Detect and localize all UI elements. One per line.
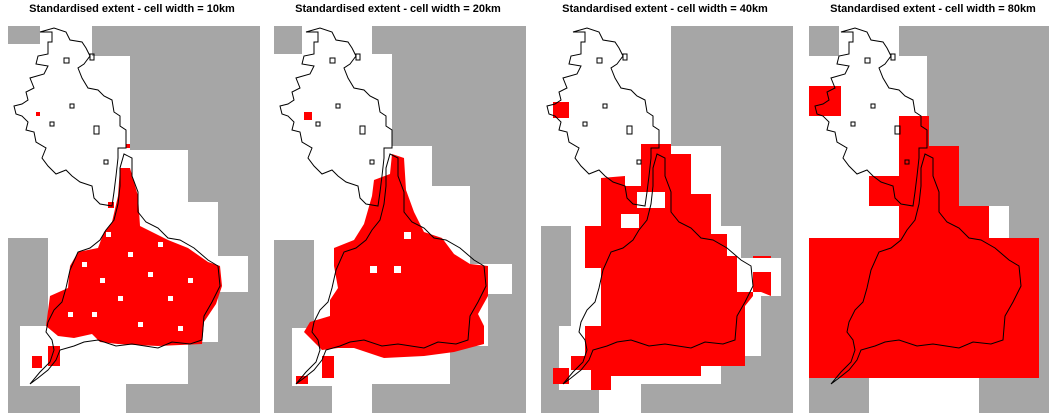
map-80km <box>809 26 1049 413</box>
panel-title: Standardised extent - cell width = 20km <box>295 3 501 15</box>
panel-title: Standardised extent - cell width = 40km <box>562 3 768 15</box>
panel-title: Standardised extent - cell width = 10km <box>29 3 235 15</box>
map-40km <box>541 26 793 413</box>
absence-holes <box>869 206 1009 238</box>
absence-holes <box>68 232 193 331</box>
map-panel-40km: Standardised extent - cell width = 40km <box>533 0 797 417</box>
coastline <box>814 27 1022 385</box>
coastline <box>546 27 754 385</box>
map-20km <box>274 26 526 413</box>
absence-holes <box>370 232 411 273</box>
presence-cells <box>553 102 771 390</box>
panel-title: Standardised extent - cell width = 80km <box>830 3 1036 15</box>
map-panel-80km: Standardised extent - cell width = 80km <box>801 0 1053 417</box>
map-10km <box>8 26 260 413</box>
coastline <box>13 27 221 385</box>
absence-holes <box>585 192 771 290</box>
presence-cells <box>809 86 1039 378</box>
map-panel-10km: Standardised extent - cell width = 10km <box>0 0 264 417</box>
presence-cells <box>32 112 222 368</box>
coastline <box>279 27 487 385</box>
map-panel-20km: Standardised extent - cell width = 20km <box>266 0 530 417</box>
